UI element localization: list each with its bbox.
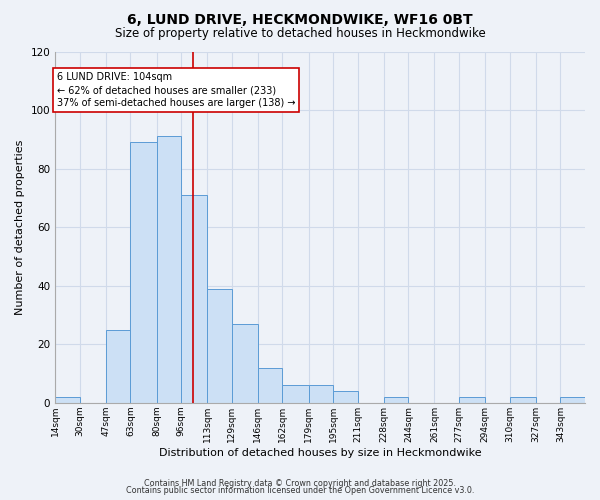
- Text: Size of property relative to detached houses in Heckmondwike: Size of property relative to detached ho…: [115, 28, 485, 40]
- Bar: [308, 385, 333, 403]
- Text: Contains HM Land Registry data © Crown copyright and database right 2025.: Contains HM Land Registry data © Crown c…: [144, 478, 456, 488]
- Bar: [207, 288, 232, 403]
- Bar: [55, 397, 80, 403]
- Bar: [560, 397, 585, 403]
- Bar: [181, 195, 207, 403]
- Text: 6, LUND DRIVE, HECKMONDWIKE, WF16 0BT: 6, LUND DRIVE, HECKMONDWIKE, WF16 0BT: [127, 12, 473, 26]
- Y-axis label: Number of detached properties: Number of detached properties: [15, 140, 25, 315]
- Bar: [157, 136, 181, 403]
- Bar: [130, 142, 157, 403]
- Bar: [459, 397, 485, 403]
- Bar: [106, 330, 130, 403]
- Text: Contains public sector information licensed under the Open Government Licence v3: Contains public sector information licen…: [126, 486, 474, 495]
- X-axis label: Distribution of detached houses by size in Heckmondwike: Distribution of detached houses by size …: [159, 448, 481, 458]
- Bar: [258, 368, 283, 403]
- Bar: [384, 397, 409, 403]
- Bar: [333, 391, 358, 403]
- Bar: [232, 324, 258, 403]
- Text: 6 LUND DRIVE: 104sqm
← 62% of detached houses are smaller (233)
37% of semi-deta: 6 LUND DRIVE: 104sqm ← 62% of detached h…: [57, 72, 295, 108]
- Bar: [510, 397, 536, 403]
- Bar: [283, 385, 308, 403]
